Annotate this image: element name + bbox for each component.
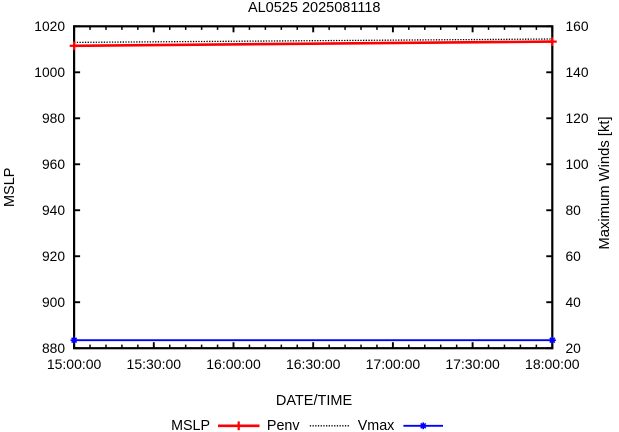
svg-text:MSLP: MSLP (2, 168, 18, 208)
svg-text:Vmax: Vmax (358, 418, 395, 432)
svg-text:140: 140 (566, 65, 589, 80)
svg-text:100: 100 (566, 157, 589, 172)
svg-text:40: 40 (566, 295, 582, 310)
svg-text:20: 20 (566, 341, 582, 356)
svg-text:160: 160 (566, 19, 589, 34)
svg-text:880: 880 (42, 341, 65, 356)
svg-text:DATE/TIME: DATE/TIME (276, 393, 353, 409)
svg-text:15:30:00: 15:30:00 (127, 356, 182, 372)
svg-text:16:30:00: 16:30:00 (286, 356, 341, 372)
svg-text:120: 120 (566, 111, 589, 126)
svg-text:Maximum Winds [kt]: Maximum Winds [kt] (597, 116, 613, 249)
svg-text:Penv: Penv (267, 418, 300, 432)
svg-text:17:30:00: 17:30:00 (445, 356, 500, 372)
svg-text:1020: 1020 (34, 19, 65, 34)
svg-text:AL0525 2025081118: AL0525 2025081118 (248, 0, 381, 16)
svg-text:940: 940 (42, 203, 65, 218)
svg-text:16:00:00: 16:00:00 (206, 356, 261, 372)
svg-text:18:00:00: 18:00:00 (525, 356, 580, 372)
svg-text:980: 980 (42, 111, 65, 126)
svg-text:1000: 1000 (34, 65, 65, 80)
svg-text:MSLP: MSLP (171, 418, 210, 432)
svg-text:80: 80 (566, 203, 582, 218)
svg-text:900: 900 (42, 295, 65, 310)
svg-text:960: 960 (42, 157, 65, 172)
svg-text:17:00:00: 17:00:00 (366, 356, 421, 372)
svg-text:15:00:00: 15:00:00 (47, 356, 102, 372)
svg-text:60: 60 (566, 249, 582, 264)
svg-text:920: 920 (42, 249, 65, 264)
